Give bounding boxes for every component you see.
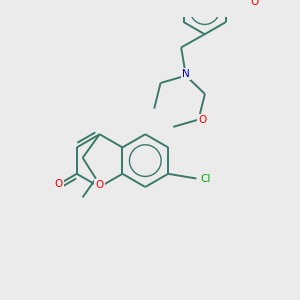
Text: Cl: Cl <box>200 173 211 184</box>
Text: O: O <box>250 0 259 7</box>
Text: O: O <box>95 180 104 190</box>
Text: O: O <box>198 115 206 124</box>
Text: O: O <box>55 179 63 189</box>
Text: N: N <box>182 69 190 79</box>
